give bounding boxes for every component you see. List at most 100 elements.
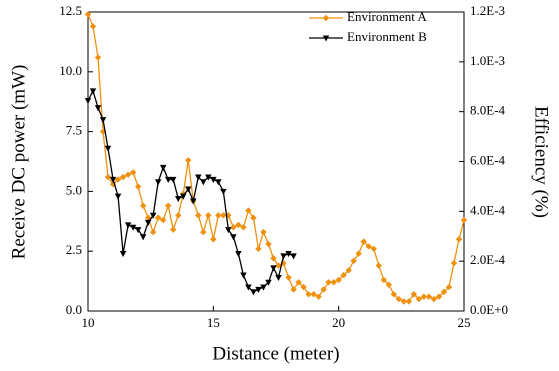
- marker: [240, 224, 247, 231]
- y2-axis-label: Efficiency (%): [531, 106, 552, 218]
- marker: [154, 179, 162, 186]
- marker: [230, 234, 237, 241]
- marker: [225, 227, 232, 234]
- marker: [410, 291, 418, 298]
- y-axis-label: Receive DC power (mW): [8, 65, 29, 260]
- marker: [84, 97, 92, 105]
- marker: [180, 193, 187, 200]
- marker: [205, 174, 212, 181]
- marker: [390, 291, 398, 298]
- y2-tick-label: 2.0E-4: [470, 252, 506, 267]
- y2-tick-label: 4.0E-4: [470, 202, 506, 217]
- marker: [149, 212, 157, 219]
- marker: [134, 227, 142, 234]
- marker: [300, 283, 307, 291]
- marker: [285, 251, 292, 258]
- marker: [310, 291, 317, 298]
- legend-label: Environment B: [347, 29, 427, 44]
- marker: [114, 176, 122, 183]
- marker: [119, 173, 127, 181]
- marker: [290, 253, 297, 260]
- y2-tick-label: 0.0E+0: [470, 302, 508, 317]
- series-line: [87, 14, 465, 303]
- marker: [230, 224, 237, 231]
- series-line: [87, 89, 294, 293]
- marker: [380, 276, 387, 284]
- marker: [200, 179, 207, 186]
- y-tick-label: 10.0: [59, 63, 82, 78]
- marker: [195, 212, 202, 219]
- marker: [420, 293, 428, 300]
- marker: [325, 279, 332, 286]
- marker: [450, 259, 458, 267]
- marker: [275, 262, 282, 269]
- marker: [185, 157, 192, 164]
- marker: [365, 243, 372, 250]
- marker: [129, 224, 137, 231]
- x-tick-label: 25: [458, 315, 471, 330]
- marker: [280, 253, 287, 260]
- marker: [94, 105, 102, 112]
- marker: [144, 219, 152, 227]
- marker: [139, 202, 147, 209]
- y2-tick-label: 1.2E-3: [470, 3, 505, 18]
- marker: [129, 169, 137, 176]
- marker: [185, 186, 192, 193]
- marker: [415, 295, 423, 303]
- marker: [139, 234, 147, 241]
- marker: [455, 236, 463, 243]
- marker: [360, 238, 367, 245]
- marker: [355, 250, 362, 257]
- marker: [350, 257, 357, 264]
- marker: [160, 164, 167, 171]
- marker: [265, 279, 272, 286]
- marker: [165, 176, 172, 183]
- marker: [295, 279, 302, 286]
- legend-label: Environment A: [347, 9, 427, 24]
- legend-marker: [322, 35, 330, 42]
- marker: [84, 11, 92, 18]
- marker: [270, 255, 277, 262]
- marker: [175, 212, 182, 219]
- marker: [345, 267, 352, 274]
- y-tick-label: 7.5: [66, 123, 82, 138]
- marker: [104, 145, 112, 152]
- marker: [425, 293, 433, 300]
- marker: [235, 221, 242, 229]
- y-tick-label: 2.5: [66, 242, 82, 257]
- marker: [200, 228, 207, 236]
- y2-tick-label: 6.0E-4: [470, 152, 506, 167]
- x-tick-label: 20: [332, 315, 345, 330]
- marker: [330, 279, 337, 286]
- marker: [255, 245, 262, 253]
- marker: [270, 265, 277, 272]
- marker: [124, 171, 132, 178]
- marker: [385, 281, 392, 288]
- marker: [260, 228, 267, 236]
- marker: [109, 176, 117, 183]
- marker: [220, 188, 227, 195]
- marker: [235, 251, 242, 258]
- marker: [210, 176, 217, 183]
- marker: [89, 88, 97, 95]
- marker: [89, 23, 97, 30]
- marker: [405, 298, 413, 305]
- x-axis-label: Distance (meter): [212, 343, 339, 364]
- marker: [370, 245, 377, 253]
- marker: [320, 286, 327, 293]
- marker: [335, 276, 342, 284]
- legend-marker: [322, 14, 330, 22]
- marker: [340, 271, 347, 279]
- marker: [305, 291, 312, 298]
- marker: [205, 212, 212, 219]
- marker: [245, 284, 252, 291]
- marker: [460, 216, 468, 224]
- marker: [160, 216, 167, 224]
- x-tick-label: 10: [82, 315, 95, 330]
- marker: [375, 262, 382, 269]
- marker: [175, 196, 182, 203]
- marker: [195, 174, 202, 181]
- marker: [435, 293, 443, 300]
- marker: [109, 181, 117, 188]
